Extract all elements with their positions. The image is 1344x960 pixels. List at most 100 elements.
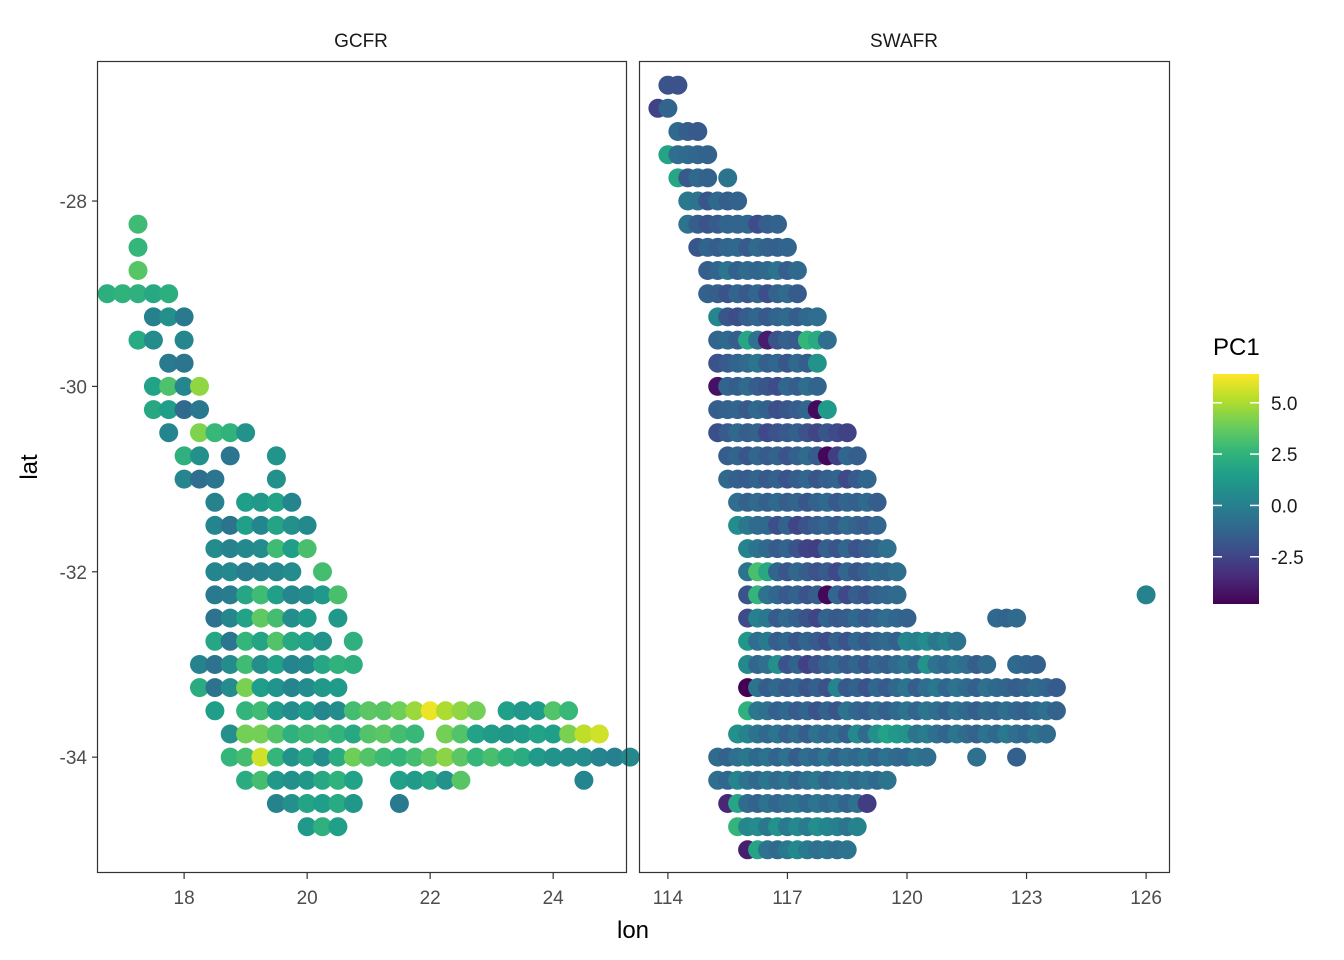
- data-point: [159, 307, 179, 327]
- data-point: [236, 492, 256, 512]
- data-point: [436, 724, 455, 744]
- data-point: [867, 492, 887, 512]
- data-point: [174, 400, 194, 420]
- y-tick-label: -34: [60, 748, 88, 769]
- data-point: [343, 770, 363, 790]
- data-point: [190, 376, 209, 396]
- legend-ticks: 5.0 2.5 0.0 -2.5: [1213, 394, 1304, 569]
- data-point: [282, 515, 302, 535]
- data-point: [466, 701, 486, 721]
- data-point: [389, 770, 409, 790]
- data-point: [977, 655, 997, 674]
- data-point: [190, 423, 209, 443]
- data-point: [313, 794, 332, 813]
- points-swafr: [648, 75, 1156, 860]
- data-point: [205, 678, 225, 698]
- data-point: [328, 585, 348, 605]
- data-point: [205, 701, 225, 721]
- data-point: [297, 747, 317, 767]
- x-tick-label: 117: [772, 888, 802, 909]
- data-point: [251, 724, 271, 744]
- data-point: [877, 539, 897, 559]
- data-point: [159, 423, 179, 443]
- data-point: [359, 747, 379, 767]
- data-point: [374, 701, 394, 721]
- data-point: [847, 446, 867, 466]
- data-point: [282, 492, 302, 512]
- data-point: [589, 724, 609, 744]
- data-point: [174, 330, 194, 350]
- data-point: [128, 284, 148, 304]
- data-point: [205, 562, 225, 582]
- data-point: [220, 562, 240, 582]
- legend-title: PC1: [1213, 334, 1260, 361]
- data-point: [1037, 724, 1056, 744]
- data-point: [282, 770, 302, 790]
- data-point: [482, 724, 502, 744]
- data-point: [1027, 655, 1046, 674]
- data-point: [297, 794, 317, 813]
- data-point: [220, 631, 240, 651]
- data-point: [128, 261, 148, 280]
- data-point: [236, 770, 256, 790]
- data-point: [282, 724, 302, 744]
- data-point: [313, 585, 332, 605]
- data-point: [807, 376, 827, 396]
- data-point: [405, 701, 425, 721]
- data-point: [297, 539, 317, 559]
- data-point: [266, 515, 286, 535]
- data-point: [251, 562, 271, 582]
- data-point: [282, 701, 302, 721]
- data-point: [236, 562, 256, 582]
- x-tick-label: 126: [1130, 888, 1162, 909]
- data-point: [143, 330, 163, 350]
- data-point: [917, 747, 937, 767]
- data-point: [405, 724, 425, 744]
- data-point: [266, 608, 286, 628]
- data-point: [266, 747, 286, 767]
- data-point: [420, 701, 440, 721]
- data-point: [728, 191, 748, 211]
- data-point: [190, 400, 209, 420]
- strip-label-swafr: SWAFR: [870, 31, 938, 52]
- data-point: [817, 330, 837, 350]
- data-point: [236, 608, 256, 628]
- data-point: [847, 817, 867, 837]
- data-point: [205, 515, 225, 535]
- data-point: [313, 678, 332, 698]
- data-point: [512, 747, 532, 767]
- data-point: [159, 353, 179, 373]
- data-point: [220, 655, 240, 674]
- data-point: [297, 678, 317, 698]
- data-point: [807, 307, 827, 327]
- data-point: [220, 515, 240, 535]
- data-point: [220, 678, 240, 698]
- data-point: [251, 678, 271, 698]
- data-point: [343, 631, 363, 651]
- data-point: [297, 655, 317, 674]
- data-point: [266, 631, 286, 651]
- data-point: [589, 747, 609, 767]
- data-point: [436, 747, 455, 767]
- y-tick-label: -32: [60, 563, 87, 584]
- y-tick-label: -30: [60, 377, 87, 398]
- data-point: [887, 585, 907, 605]
- x-axis-gcfr: 18 20 22 24: [174, 873, 564, 909]
- data-point: [947, 631, 967, 651]
- data-point: [190, 655, 209, 674]
- data-point: [313, 631, 332, 651]
- data-point: [313, 562, 332, 582]
- data-point: [497, 724, 517, 744]
- data-point: [128, 237, 148, 257]
- data-point: [328, 655, 348, 674]
- data-point: [668, 75, 688, 95]
- data-point: [236, 701, 256, 721]
- data-point: [297, 585, 317, 605]
- data-point: [543, 724, 563, 744]
- data-point: [174, 353, 194, 373]
- data-point: [174, 469, 194, 489]
- data-point: [718, 168, 738, 188]
- data-point: [251, 655, 271, 674]
- data-point: [236, 631, 256, 651]
- data-point: [251, 631, 271, 651]
